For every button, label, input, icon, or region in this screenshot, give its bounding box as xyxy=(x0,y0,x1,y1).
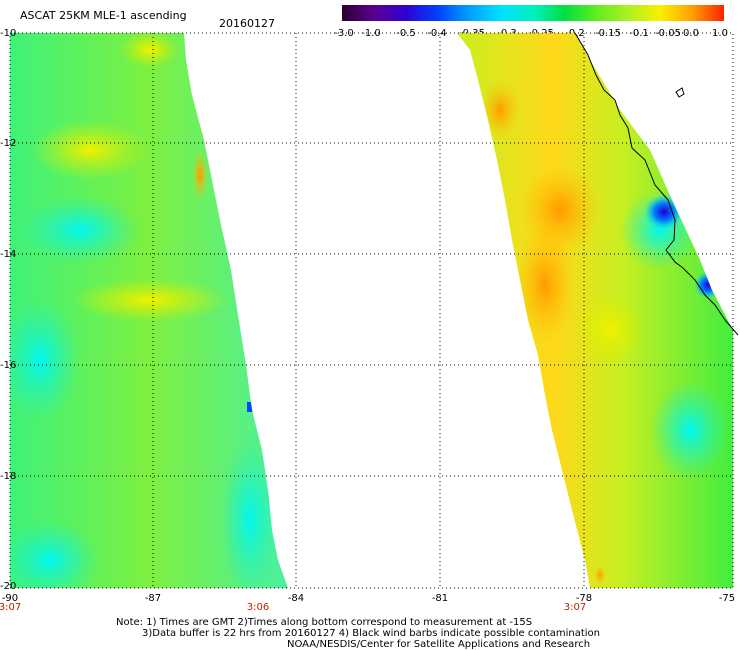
lon-label: -78 xyxy=(575,593,593,604)
note-line: 3)Data buffer is 22 hrs from 20160127 4)… xyxy=(142,628,600,639)
lat-label: -16 xyxy=(0,360,17,371)
plot-frame xyxy=(9,32,734,589)
coastline xyxy=(574,32,739,336)
colorbar-label: -0.15 xyxy=(595,28,621,39)
lat-label: -12 xyxy=(0,138,17,149)
lon-label: -87 xyxy=(144,593,162,604)
lat-label: -10 xyxy=(0,28,17,39)
lon-label: -81 xyxy=(431,593,449,604)
colorbar-gradient xyxy=(342,5,724,21)
colorbar-label: 1.0 xyxy=(712,28,728,39)
lat-label: -20 xyxy=(0,581,17,592)
colorbar-label: -3.0 xyxy=(334,28,354,39)
lat-label: -14 xyxy=(0,249,17,260)
colorbar-label: -0.5 xyxy=(396,28,416,39)
grid-lines xyxy=(10,33,733,588)
island-outline xyxy=(675,87,685,98)
time-label: 3:07 xyxy=(0,602,22,613)
lon-label: -90 xyxy=(1,593,19,604)
colorbar-fill xyxy=(342,5,724,21)
time-label: 3:06 xyxy=(246,602,270,613)
lat-label: -18 xyxy=(0,471,17,482)
note-line: NOAA/NESDIS/Center for Satellite Applica… xyxy=(287,639,591,650)
swath-east xyxy=(457,33,733,588)
map-title: ASCAT 25KM MLE-1 ascending xyxy=(20,9,187,22)
swath-west xyxy=(10,33,288,588)
note-line: Note: 1) Times are GMT 2)Times along bot… xyxy=(116,617,533,628)
map-date: 20160127 xyxy=(219,17,275,30)
colorbar-label: -0.05 xyxy=(655,28,681,39)
time-label: 3:07 xyxy=(563,602,587,613)
colorbar-label: -0.4 xyxy=(427,28,447,39)
lon-label: -84 xyxy=(287,593,305,604)
lon-label: -75 xyxy=(718,593,736,604)
